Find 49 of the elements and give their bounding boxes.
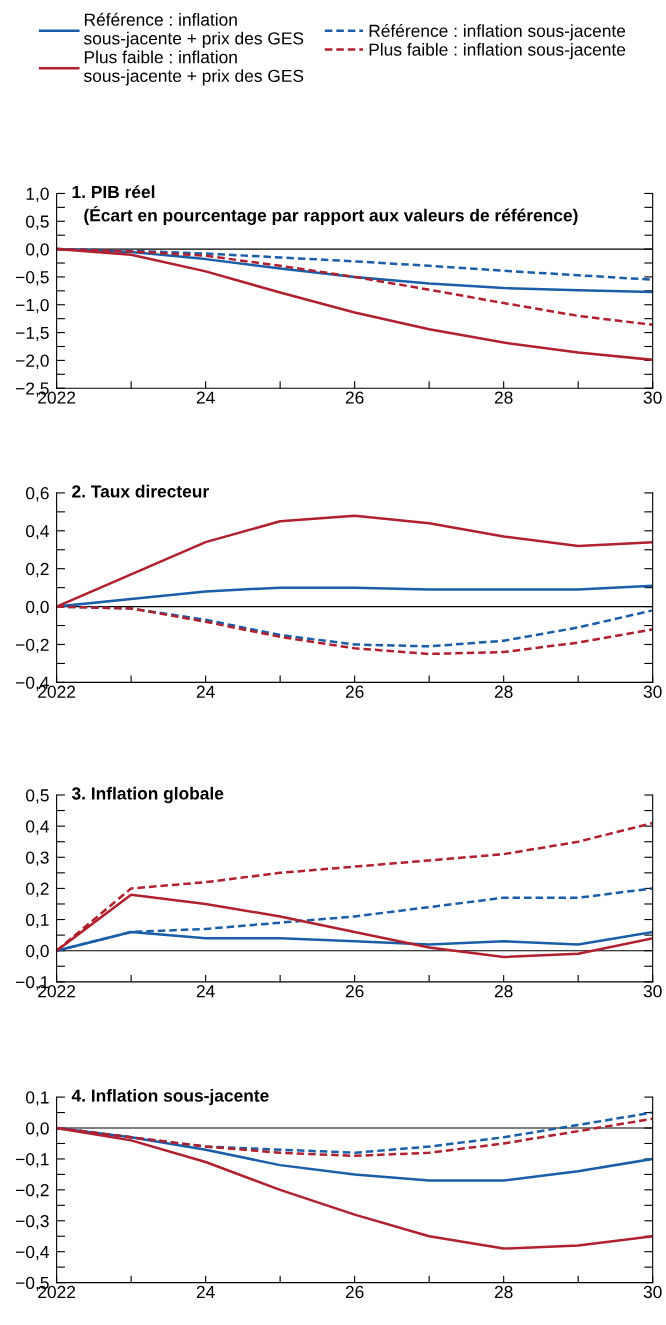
text: (Écart en pourcentage par rapport aux valeurs de référence) [84,205,578,225]
x-tick-label: 26 [345,391,364,404]
y-tick-label: 0,0 [26,944,49,960]
x-tick-label: 26 [345,985,364,998]
x-tick-label: 28 [494,391,513,404]
y-tick-label: −0,5 [16,271,49,286]
y-tick-label: −0,2 [16,1184,49,1199]
y-tick-label: −2,0 [16,354,49,369]
y-tick-label: 0,1 [26,1091,49,1106]
y-tick-label: −0,4 [16,1245,49,1261]
chart-title: 2. Taux directeur [72,484,209,498]
y-tick-label: 0,2 [26,882,49,897]
y-tick-label: −1,5 [16,326,49,342]
x-tick-label: 24 [196,1285,215,1298]
x-tick-label: 24 [196,391,215,404]
y-tick-label: 0,3 [26,851,49,866]
x-tick-label: 24 [196,985,215,998]
y-tick-label: 0,1 [26,913,49,929]
x-tick-label: 28 [494,1285,513,1299]
y-tick-label: 0,0 [26,600,49,616]
y-tick-label: 0,2 [26,562,49,578]
legend-label: Plus faible : inflation sous-jacente + prix des GES [83,50,304,86]
y-tick-label: 0,5 [26,789,49,804]
legend-label: Référence : inflation sous-jacente [369,24,626,41]
chart-title: 4. Inflation sous-jacente [71,1089,269,1106]
chart-title: 1. PIB réel [72,185,155,199]
x-tick-label: 26 [345,1285,364,1299]
y-tick-label: −0,2 [16,638,49,653]
y-tick-label: 0,4 [26,524,49,540]
x-tick-label: 30 [643,391,662,404]
y-tick-label: 0,5 [26,215,49,230]
chart-title: 3. Inflation globale [71,786,224,804]
y-tick-label: −1,0 [16,298,49,314]
x-tick-label: 26 [345,685,364,698]
legend-label: Référence : inflation sous-jacente + prix des GES [83,12,304,48]
legend-label: Plus faible : inflation sous-jacente [369,43,626,60]
x-tick-label: 30 [643,985,662,998]
x-tick-label: 28 [494,685,513,698]
y-tick-label: 1,0 [26,187,49,202]
x-tick-label: 30 [643,685,662,698]
y-tick-label: −0,1 [16,1153,49,1168]
x-tick-label: 28 [494,985,513,998]
x-tick-label: 30 [643,1285,662,1299]
y-tick-label: 0,4 [26,820,49,835]
y-tick-label: 0,6 [26,487,49,502]
x-tick-label: 24 [196,685,215,698]
y-tick-label: 0,0 [26,243,49,258]
y-tick-label: 0,0 [26,1122,49,1137]
y-tick-label: −0,3 [16,1214,49,1230]
